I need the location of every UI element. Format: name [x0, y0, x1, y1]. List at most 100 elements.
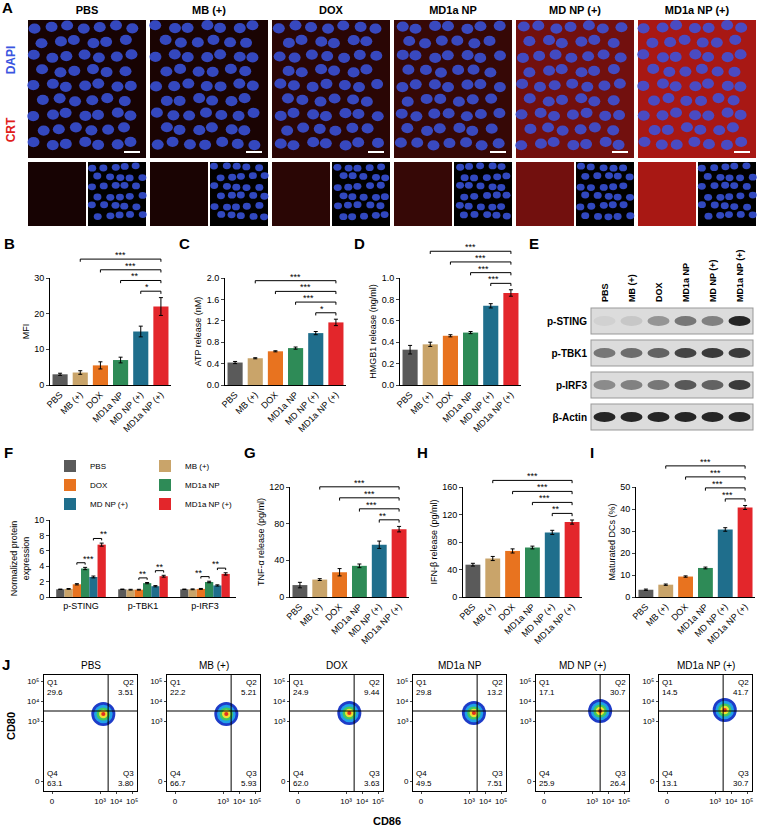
- svg-text:10⁵: 10⁵: [396, 677, 408, 686]
- svg-text:***: ***: [712, 479, 723, 489]
- svg-text:120: 120: [269, 482, 284, 492]
- svg-text:MD1a NP: MD1a NP: [441, 390, 476, 425]
- svg-text:10: 10: [620, 570, 630, 580]
- svg-text:DOX: DOX: [90, 481, 108, 490]
- svg-text:10³: 10³: [709, 797, 721, 806]
- svg-text:**: **: [131, 271, 139, 281]
- svg-text:***: ***: [710, 468, 721, 478]
- svg-text:IFN-β release (pg/ml): IFN-β release (pg/ml): [429, 499, 439, 584]
- svg-text:*: *: [320, 304, 324, 314]
- svg-text:10⁵: 10⁵: [618, 797, 630, 806]
- svg-text:DOX: DOX: [84, 390, 105, 411]
- svg-text:***: ***: [539, 493, 550, 503]
- svg-text:MD1a NP: MD1a NP: [91, 390, 126, 425]
- svg-text:***: ***: [125, 261, 136, 271]
- svg-text:10⁴: 10⁴: [519, 697, 532, 706]
- svg-text:***: ***: [290, 272, 301, 282]
- svg-text:0.4: 0.4: [207, 359, 220, 369]
- svg-text:10³: 10³: [94, 797, 106, 806]
- svg-text:PBS: PBS: [458, 602, 478, 622]
- svg-text:0: 0: [158, 777, 163, 786]
- svg-text:DOX: DOX: [434, 390, 455, 411]
- svg-text:MFI: MFI: [21, 324, 31, 340]
- svg-text:0: 0: [35, 777, 40, 786]
- svg-text:20: 20: [34, 309, 44, 319]
- svg-text:10⁵: 10⁵: [495, 797, 507, 806]
- svg-text:10³: 10³: [520, 717, 532, 726]
- svg-text:0: 0: [281, 777, 286, 786]
- svg-text:10⁵: 10⁵: [150, 677, 162, 686]
- svg-text:MD1a NP (+): MD1a NP (+): [121, 390, 165, 434]
- svg-text:Q129.6: Q129.6: [47, 678, 63, 697]
- svg-text:0: 0: [39, 592, 44, 602]
- svg-text:0.0: 0.0: [382, 380, 395, 390]
- svg-text:**: **: [195, 568, 203, 578]
- svg-text:10³: 10³: [586, 797, 598, 806]
- svg-text:MD1a NP: MD1a NP: [266, 390, 301, 425]
- svg-text:MD NP (+): MD NP (+): [108, 390, 145, 427]
- svg-text:10⁵: 10⁵: [372, 797, 384, 806]
- svg-text:10⁴: 10⁴: [356, 797, 369, 806]
- svg-text:MD1a NP (+): MD1a NP (+): [665, 4, 730, 16]
- svg-text:10³: 10³: [217, 797, 229, 806]
- svg-text:0.4: 0.4: [382, 337, 395, 347]
- svg-text:0: 0: [650, 777, 655, 786]
- svg-text:Q230.7: Q230.7: [610, 678, 626, 697]
- svg-text:10⁵: 10⁵: [642, 677, 654, 686]
- svg-text:0: 0: [625, 592, 630, 602]
- svg-text:Q213.2: Q213.2: [487, 678, 503, 697]
- svg-text:Q462.0: Q462.0: [293, 769, 309, 788]
- svg-text:10³: 10³: [463, 797, 475, 806]
- svg-text:10⁴: 10⁴: [479, 797, 492, 806]
- svg-text:TNF-α release (pg/ml): TNF-α release (pg/ml): [256, 498, 266, 586]
- svg-text:***: ***: [364, 489, 375, 499]
- svg-text:40: 40: [447, 565, 457, 575]
- svg-text:4: 4: [39, 561, 44, 571]
- svg-text:DOX: DOX: [326, 660, 348, 671]
- svg-text:10⁴: 10⁴: [642, 697, 655, 706]
- svg-text:***: ***: [300, 282, 311, 292]
- svg-text:**: **: [212, 559, 220, 569]
- svg-text:6: 6: [39, 546, 44, 556]
- svg-text:DOX: DOX: [323, 602, 344, 623]
- svg-text:Q35.93: Q35.93: [241, 769, 257, 788]
- svg-text:MB (+): MB (+): [408, 390, 434, 416]
- svg-text:PBS: PBS: [631, 602, 651, 622]
- svg-text:*: *: [145, 282, 149, 292]
- svg-text:HMGB1 release (ng/ml): HMGB1 release (ng/ml): [368, 284, 378, 379]
- svg-text:Q23.51: Q23.51: [118, 678, 134, 697]
- svg-text:10³: 10³: [340, 797, 352, 806]
- svg-text:Q449.5: Q449.5: [416, 769, 432, 788]
- svg-text:PBS: PBS: [395, 390, 415, 410]
- svg-text:MD NP (+): MD NP (+): [520, 602, 557, 639]
- svg-text:160: 160: [442, 482, 457, 492]
- svg-text:10⁴: 10⁴: [602, 797, 615, 806]
- svg-text:80: 80: [274, 519, 284, 529]
- svg-text:0: 0: [173, 797, 178, 806]
- svg-text:1.6: 1.6: [207, 295, 220, 305]
- svg-text:10⁴: 10⁴: [725, 797, 738, 806]
- svg-text:MD NP (+): MD NP (+): [458, 390, 495, 427]
- svg-text:***: ***: [488, 274, 499, 284]
- svg-text:p-STING: p-STING: [63, 601, 99, 611]
- svg-text:Q330.7: Q330.7: [733, 769, 749, 788]
- svg-text:Q413.1: Q413.1: [662, 769, 678, 788]
- svg-text:10⁵: 10⁵: [126, 797, 138, 806]
- svg-text:***: ***: [722, 490, 733, 500]
- svg-text:0.6: 0.6: [382, 316, 395, 326]
- svg-text:***: ***: [478, 264, 489, 274]
- svg-text:**: **: [139, 569, 147, 579]
- svg-text:0.2: 0.2: [382, 359, 395, 369]
- svg-text:***: ***: [366, 500, 377, 510]
- svg-text:MD1a NP: MD1a NP: [438, 660, 482, 671]
- svg-text:MD1a NP (+): MD1a NP (+): [677, 660, 735, 671]
- svg-text:MD1a NP: MD1a NP: [675, 602, 710, 637]
- svg-text:p-IRF3: p-IRF3: [191, 601, 219, 611]
- svg-text:0: 0: [279, 592, 284, 602]
- svg-text:DOX: DOX: [669, 602, 690, 623]
- svg-text:10⁴: 10⁴: [233, 797, 246, 806]
- svg-text:Q425.9: Q425.9: [539, 769, 555, 788]
- svg-text:0: 0: [452, 592, 457, 602]
- svg-text:Q129.8: Q129.8: [416, 678, 432, 697]
- svg-text:p-IRF3: p-IRF3: [556, 380, 588, 391]
